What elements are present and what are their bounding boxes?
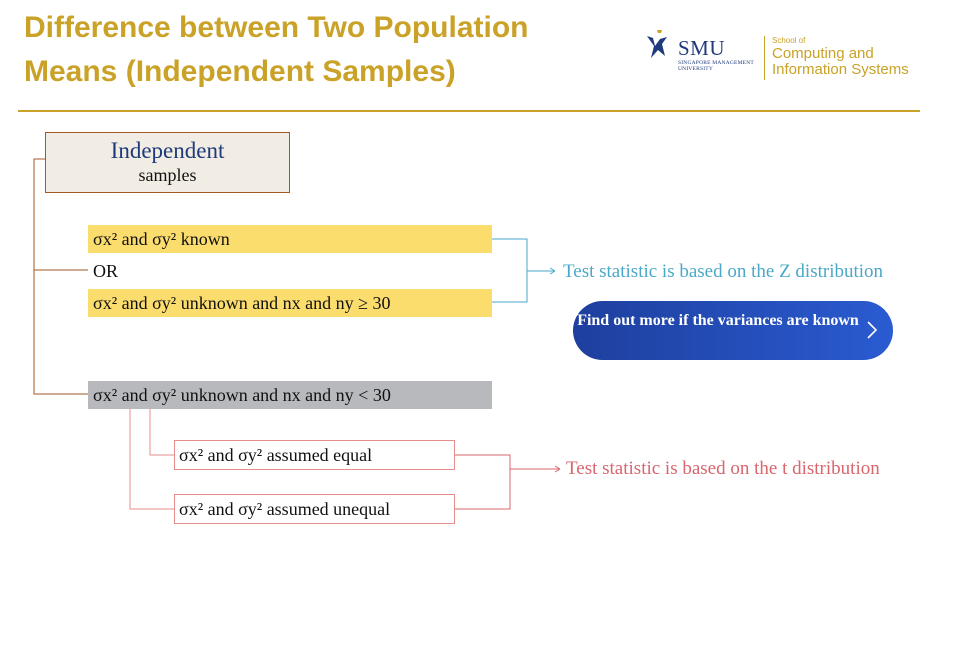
school-name-line1: Computing and — [772, 45, 874, 62]
find-out-more-button[interactable]: Find out more if the variances are known — [573, 301, 893, 360]
school-logo: School of Computing and Information Syst… — [772, 36, 909, 78]
or-label: OR — [93, 261, 119, 281]
independent-samples-box: Independent samples — [45, 132, 290, 193]
smu-full-name: SINGAPORE MANAGEMENT UNIVERSITY — [678, 60, 754, 72]
header-divider — [18, 110, 920, 112]
root-bracket — [33, 158, 88, 395]
smu-crest-icon — [647, 30, 667, 58]
school-of-label: School of — [772, 36, 806, 45]
variances-known-label: σx² and σy² known — [93, 229, 230, 249]
page-title: Difference between Two Population Means … — [24, 11, 529, 88]
unknown-large-sample-box: σx² and σy² unknown and nx and ny ≥ 30 — [88, 289, 492, 317]
samples-label: samples — [138, 165, 197, 185]
assumed-unequal-box: σx² and σy² assumed unequal — [174, 494, 455, 524]
unknown-large-sample-label: σx² and σy² unknown and nx and ny ≥ 30 — [93, 293, 391, 313]
z-distribution-result: Test statistic is based on the Z distrib… — [563, 261, 884, 282]
school-name-line2: Information Systems — [772, 61, 909, 78]
independent-label: Independent — [110, 138, 225, 163]
t-sub-bracket — [129, 409, 174, 510]
smu-wordmark: SMU — [678, 36, 726, 60]
assumed-equal-label: σx² and σy² assumed equal — [179, 445, 373, 465]
unknown-small-sample-box: σx² and σy² unknown and nx and ny < 30 — [88, 381, 492, 409]
t-bracket — [455, 454, 561, 510]
t-distribution-result: Test statistic is based on the t distrib… — [566, 458, 880, 479]
logo-divider — [764, 36, 765, 80]
unknown-small-sample-label: σx² and σy² unknown and nx and ny < 30 — [93, 385, 391, 405]
assumed-equal-box: σx² and σy² assumed equal — [174, 440, 455, 470]
z-bracket — [492, 238, 556, 303]
assumed-unequal-label: σx² and σy² assumed unequal — [179, 499, 391, 519]
find-out-more-label: Find out more if the variances are known — [577, 312, 859, 329]
chevron-right-icon — [867, 321, 878, 339]
variances-known-box: σx² and σy² known — [88, 225, 492, 253]
